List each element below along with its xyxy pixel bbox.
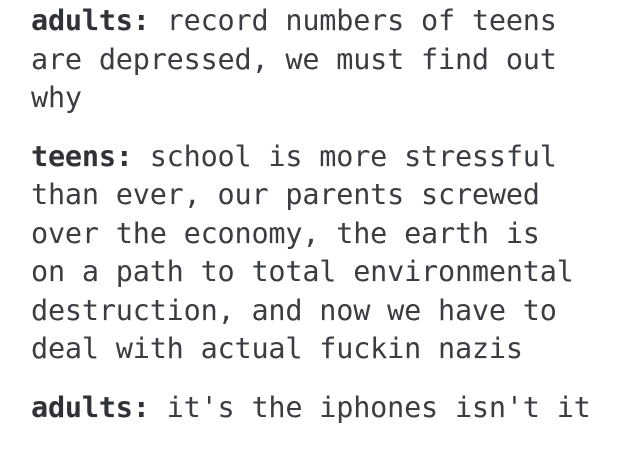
exchange-text: school is more stressful than ever, our … xyxy=(31,139,574,366)
exchange-adults-question: adults: record numbers of teens are depr… xyxy=(31,2,631,118)
exchange-adults-punchline: adults: it's the iphones isn't it xyxy=(31,389,631,428)
exchange-text: record numbers of teens are depressed, w… xyxy=(31,4,557,114)
exchange-text: it's the iphones isn't it xyxy=(149,390,591,424)
exchange-teens-answer: teens: school is more stressful than eve… xyxy=(31,138,631,369)
speaker-label: adults: xyxy=(31,4,150,37)
speaker-label: teens: xyxy=(31,139,133,173)
text-post: adults: record numbers of teens are depr… xyxy=(31,2,631,447)
speaker-label: adults: xyxy=(31,390,150,424)
